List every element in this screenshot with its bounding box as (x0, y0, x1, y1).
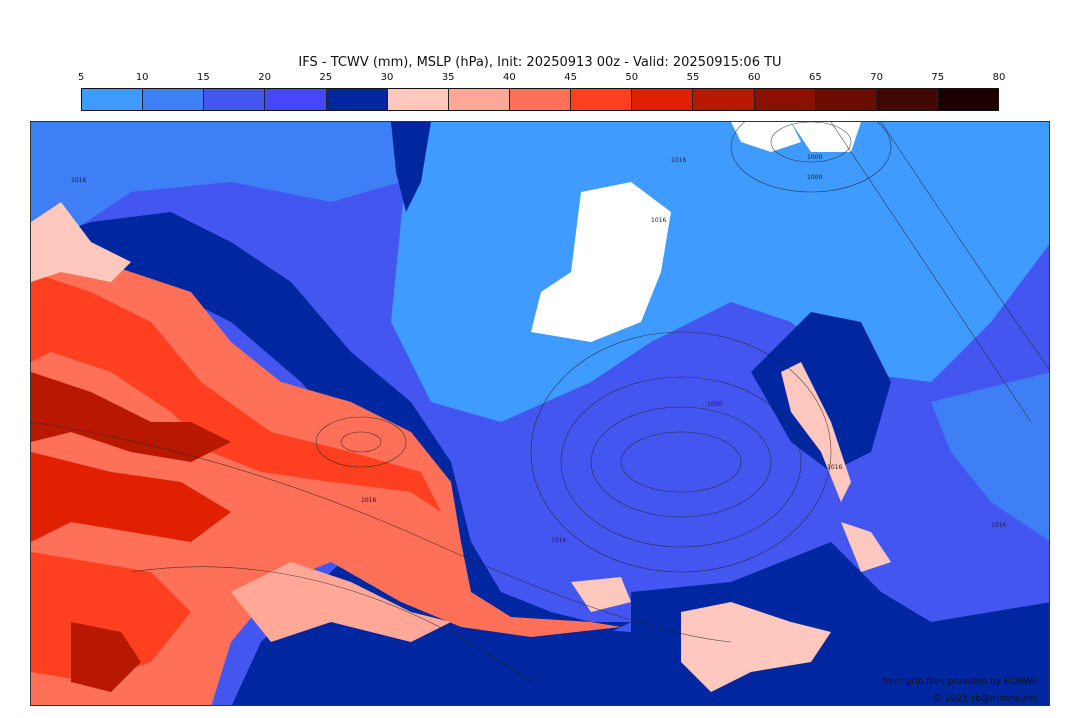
colorbar-segment (876, 89, 938, 110)
isobar-label: 1016 (361, 497, 376, 504)
isobar-label: 1016 (651, 217, 666, 224)
colorbar-segment (204, 89, 266, 110)
isobar-label: 1016 (71, 177, 86, 184)
colorbar-segment (143, 89, 205, 110)
colorbar-tick-label: 65 (809, 72, 822, 83)
colorbar-segment (571, 89, 633, 110)
colorbar-tick-label: 75 (931, 72, 945, 83)
isobar-label: 1016 (991, 522, 1006, 529)
colorbar-segment (448, 89, 510, 110)
colorbar-tick-label: 40 (503, 72, 516, 83)
map-title: IFS - TCWV (mm), MSLP (hPa), Init: 20250… (298, 55, 782, 70)
colorbar-tick-label: 45 (564, 72, 577, 83)
isobar-label: 1000 (707, 401, 722, 408)
isobar-label: 1016 (827, 464, 842, 471)
colorbar-segment (82, 89, 144, 110)
colorbar-segment (387, 89, 449, 110)
colorbar-segment (754, 89, 816, 110)
colorbar-tick-label: 5 (77, 72, 85, 83)
colorbar-ticks: 5 10 15 20 25 30 35 40 45 50 55 60 65 70 75 80 (77, 72, 1006, 86)
colorbar-segment (937, 89, 999, 110)
isobar-label: 1016 (671, 157, 686, 164)
colorbar-tick-label: 80 (992, 72, 1006, 83)
weather-map[interactable]: 1000 1000 1000 1016 1016 1016 1016 1016 … (30, 121, 1050, 706)
isobar-label: 1000 (807, 174, 822, 181)
colorbar-tick-label: 15 (197, 72, 210, 83)
colorbar-tick-label: 35 (441, 72, 455, 83)
colorbar (81, 88, 999, 111)
colorbar-tick-label: 20 (258, 72, 271, 83)
colorbar-tick-label: 10 (135, 72, 149, 83)
colorbar-tick-label: 25 (319, 72, 333, 83)
tcwv-field: 1000 1000 1000 1016 1016 1016 1016 1016 … (31, 122, 1049, 705)
data-credit: from grib files provided by ECMWF (882, 677, 1038, 687)
copyright: © 2025 sb@irizone.net (933, 694, 1038, 704)
colorbar-segment (632, 89, 694, 110)
colorbar-segment (265, 89, 327, 110)
colorbar-tick-label: 30 (380, 72, 394, 83)
colorbar-tick-label: 55 (686, 72, 700, 83)
isobar-label: 1016 (551, 537, 566, 544)
colorbar-segment (815, 89, 877, 110)
colorbar-tick-label: 70 (870, 72, 883, 83)
isobar-label: 1000 (807, 154, 822, 161)
colorbar-segment (509, 89, 572, 110)
colorbar-tick-label: 50 (625, 72, 639, 83)
colorbar-tick-label: 60 (747, 72, 761, 83)
colorbar-segment (693, 89, 755, 110)
colorbar-segment (326, 89, 388, 110)
